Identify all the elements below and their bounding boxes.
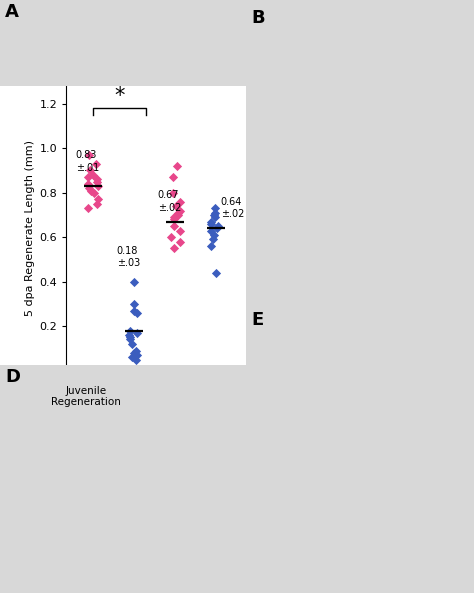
Point xyxy=(133,328,140,337)
Text: D: D xyxy=(5,368,20,386)
Text: B: B xyxy=(251,9,264,27)
Y-axis label: 5 dpa Regenerate Length (mm): 5 dpa Regenerate Length (mm) xyxy=(26,141,36,316)
Text: 0.67
±.02: 0.67 ±.02 xyxy=(158,190,181,213)
Point xyxy=(173,202,180,211)
Point xyxy=(211,203,219,213)
Point xyxy=(133,308,141,318)
Point xyxy=(170,244,178,253)
Point xyxy=(126,334,134,344)
Point xyxy=(125,330,133,340)
Point xyxy=(207,241,215,251)
Point xyxy=(92,159,100,168)
Point xyxy=(93,177,101,186)
Point xyxy=(87,186,94,195)
Point xyxy=(133,355,140,364)
Point xyxy=(127,326,134,336)
Point xyxy=(85,184,93,193)
Point xyxy=(128,339,136,349)
Point xyxy=(128,352,136,362)
Text: Posterior: Posterior xyxy=(169,410,221,423)
Point xyxy=(130,348,137,358)
Point xyxy=(84,179,92,189)
Point xyxy=(211,212,219,222)
Point xyxy=(212,268,220,278)
Point xyxy=(169,173,177,182)
Point xyxy=(208,219,215,228)
Text: 0.64
±.02: 0.64 ±.02 xyxy=(221,197,244,219)
Point xyxy=(131,299,138,309)
Point xyxy=(90,170,97,180)
Point xyxy=(94,181,101,191)
Text: 0.18
±.03: 0.18 ±.03 xyxy=(117,246,140,268)
Point xyxy=(126,333,134,342)
Point xyxy=(93,199,100,209)
Point xyxy=(85,150,93,160)
Point xyxy=(174,208,182,218)
Text: C: C xyxy=(9,72,22,90)
Text: Juvenile
Regeneration: Juvenile Regeneration xyxy=(51,385,121,407)
Text: E: E xyxy=(251,311,263,329)
Point xyxy=(207,217,215,227)
Point xyxy=(169,188,177,197)
Point xyxy=(170,221,178,231)
Point xyxy=(87,165,94,176)
Point xyxy=(176,197,184,206)
Point xyxy=(176,237,183,247)
Point xyxy=(171,215,178,224)
Text: 0.83
±.01: 0.83 ±.01 xyxy=(76,150,99,173)
Point xyxy=(210,211,218,220)
Point xyxy=(170,212,178,222)
Point xyxy=(209,235,217,244)
Point xyxy=(207,226,215,235)
Point xyxy=(173,161,181,171)
Point xyxy=(213,224,221,233)
Point xyxy=(91,188,98,197)
Point xyxy=(168,232,175,242)
Point xyxy=(174,211,182,220)
Point xyxy=(132,346,139,355)
Point xyxy=(176,226,184,235)
Point xyxy=(84,173,91,182)
Point xyxy=(130,306,137,315)
Text: A: A xyxy=(5,2,19,21)
Text: Anterior: Anterior xyxy=(90,410,137,423)
Point xyxy=(94,195,101,204)
Point xyxy=(210,230,218,240)
Point xyxy=(176,206,183,215)
Text: *: * xyxy=(114,86,125,106)
Point xyxy=(94,174,101,184)
Point xyxy=(211,208,219,218)
Point xyxy=(130,277,138,286)
Point xyxy=(214,221,222,231)
Point xyxy=(84,203,91,213)
Point xyxy=(134,350,141,360)
